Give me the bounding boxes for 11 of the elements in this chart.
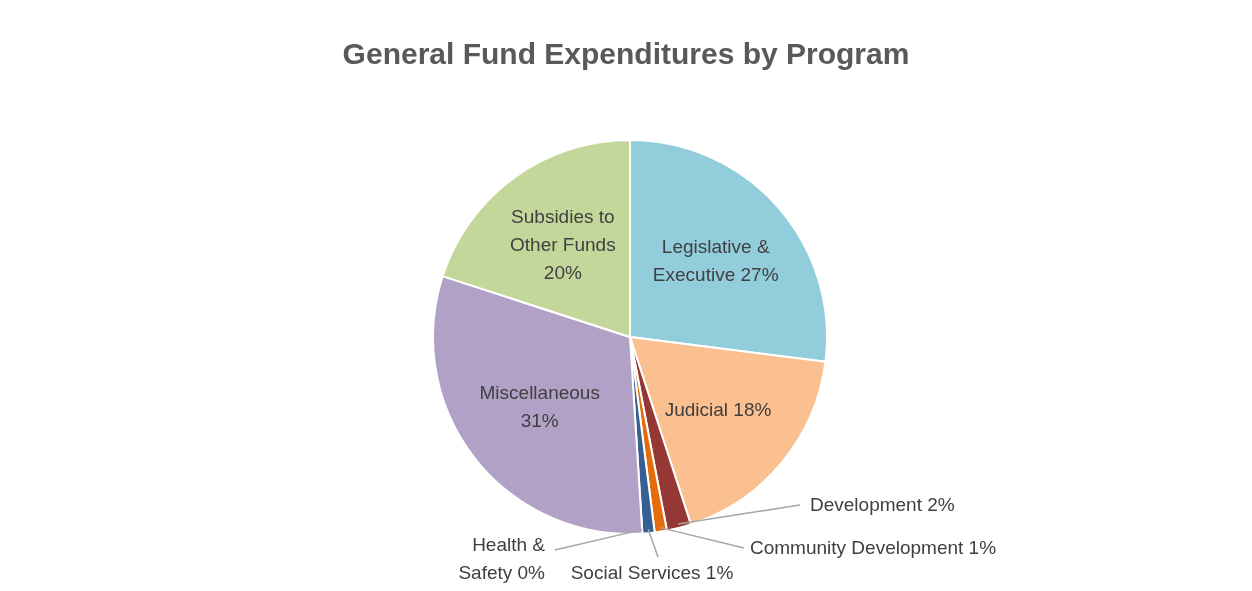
chart-title: General Fund Expenditures by Program (342, 37, 910, 70)
slice-label: Development 2% (810, 494, 955, 515)
slice-label: Community Development 1% (750, 537, 997, 558)
slice-label: Subsidies to Other Funds (510, 205, 616, 255)
slice-label: Judicial 18% (664, 398, 772, 420)
data-label: 31% (520, 410, 559, 432)
slice-label: Miscellaneous (479, 382, 600, 404)
legend-label: Health & Safety 0% (458, 534, 546, 583)
data-label: 20% (543, 261, 582, 283)
slice-label: Social Services 1% (570, 562, 734, 583)
slice-label: Legislative & Executive 27% (652, 236, 779, 286)
